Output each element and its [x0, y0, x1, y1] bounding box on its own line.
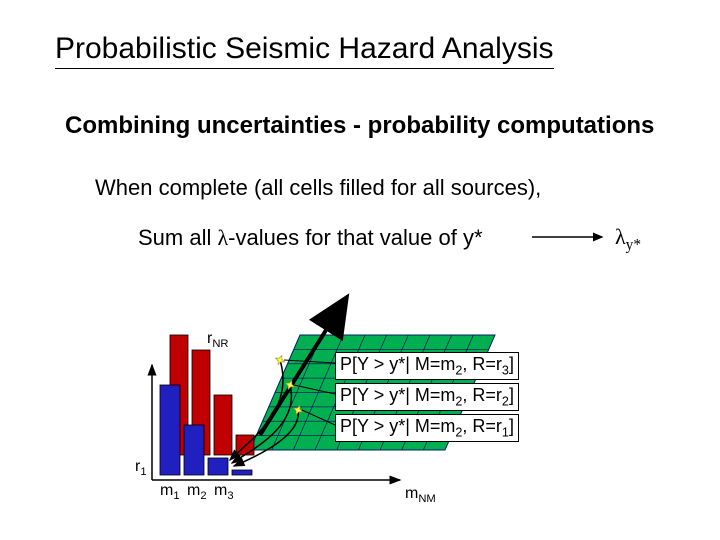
p-label-1: P[Y > y*| M=m2, R=r3]: [335, 352, 519, 380]
line2-suffix: -values for that value of y*: [228, 225, 482, 250]
r1-label: r1: [135, 458, 147, 478]
lambda-symbol: λ: [217, 225, 228, 250]
p-label-2: P[Y > y*| M=m2, R=r2]: [335, 383, 519, 411]
inline-arrow-icon: [530, 227, 610, 247]
p-label-3: P[Y > y*| M=m2, R=r1]: [335, 414, 519, 442]
m-nm-label: mNM: [405, 485, 436, 505]
body-line-2: Sum all λ-values for that value of y*: [138, 225, 483, 251]
r-nr-label: rNR: [207, 330, 229, 350]
body-line-1: When complete (all cells filled for all …: [95, 175, 541, 201]
m1-label: m1: [160, 482, 180, 502]
m2-label: m2: [187, 482, 207, 502]
lambda-ystar: λy*: [615, 224, 641, 254]
line2-prefix: Sum all: [138, 225, 217, 250]
diagram-area: rNR P[Y > y*| M=m2, R=r3] P[Y > y*| M=m2…: [130, 280, 610, 510]
page-title: Probabilistic Seismic Hazard Analysis: [55, 32, 554, 69]
m3-label: m3: [214, 482, 234, 502]
subtitle: Combining uncertainties - probability co…: [65, 112, 654, 140]
